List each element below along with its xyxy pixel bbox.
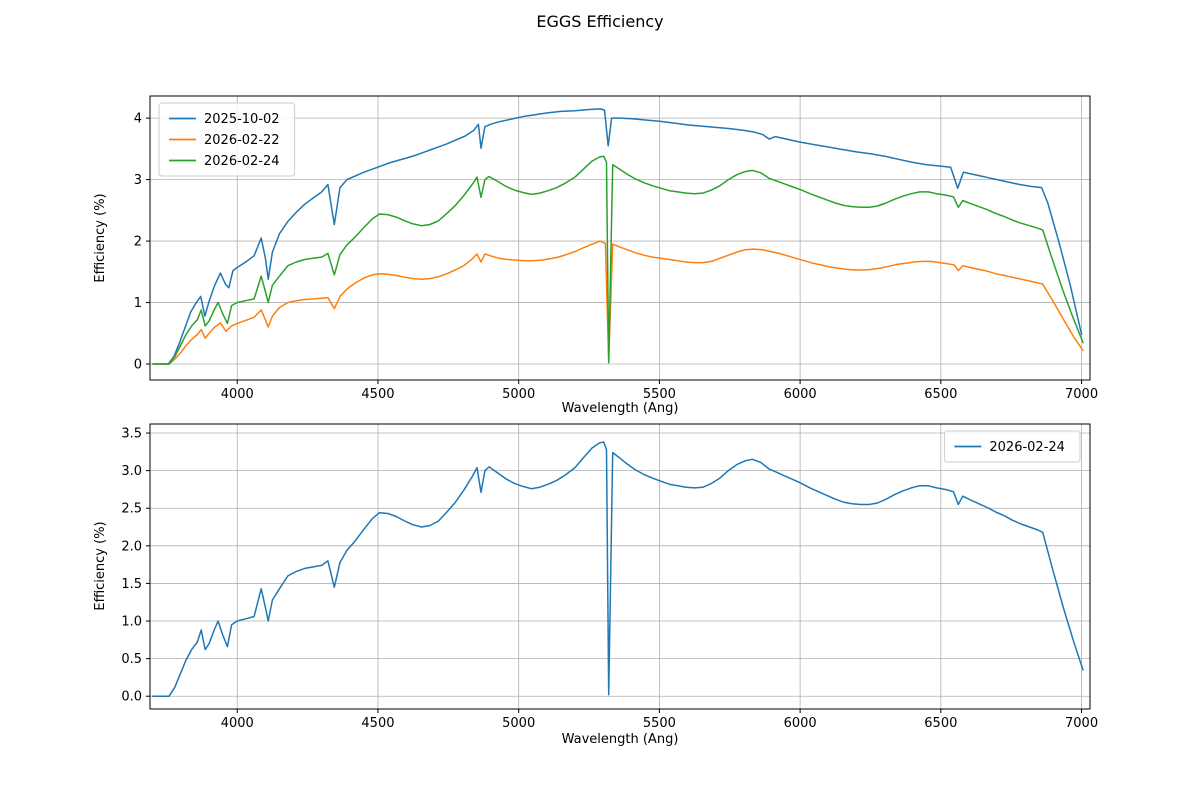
legend: [943, 430, 1081, 463]
y-tick-label: 1.5: [121, 577, 142, 592]
x-tick-label: 5000: [502, 716, 535, 731]
bottom-yaxis-label: Efficiency (%): [93, 521, 108, 611]
y-tick-label: 0: [134, 358, 142, 373]
x-tick-label: 5500: [643, 387, 676, 402]
top-xaxis-label: Wavelength (Ang): [561, 401, 679, 416]
y-tick-label: 1.0: [121, 615, 142, 630]
chart-canvas: 4000 4500 5000 5500 6000 6500 7000 0.0 0.5 1.0 1.5…: [121, 423, 1098, 731]
series-line-2026-02-22: [152, 240, 1084, 365]
legend-label: 2026-02-24: [204, 154, 280, 169]
legend-label: 2026-02-24: [989, 440, 1065, 455]
series-line-2026-02-24: [152, 155, 1084, 365]
top-yaxis-label: Efficiency (%): [93, 193, 108, 283]
series-line-2025-10-02: [152, 108, 1083, 365]
x-tick-label: 4500: [361, 716, 394, 731]
y-tick-label: 2: [134, 235, 142, 250]
legend-label: 2025-10-02: [204, 112, 280, 127]
x-tick-label: 7000: [1065, 387, 1098, 402]
x-tick-label: 5500: [643, 716, 676, 731]
y-tick-label: 3: [134, 173, 142, 188]
figure-title: EGGS Efficiency: [536, 12, 664, 31]
y-tick-label: 0.0: [121, 690, 142, 705]
x-tick-label: 7000: [1065, 716, 1098, 731]
x-tick-label: 6000: [784, 716, 817, 731]
x-tick-label: 6500: [924, 716, 957, 731]
plot-border: [149, 423, 1091, 710]
series-line-2026-02-24: [152, 441, 1084, 697]
x-tick-label: 5000: [502, 387, 535, 402]
x-tick-label: 4000: [221, 716, 254, 731]
x-tick-label: 6500: [924, 387, 957, 402]
bottom-plot-area: 4000 4500 5000 5500 6000 6500 7000 0.0 0.5 1.0 1.5…: [121, 423, 1098, 731]
chart-canvas: 4000 4500 5000 5500 6000 6500 7000 0 1 2 3 4 2025-10…: [134, 95, 1098, 402]
x-tick-label: 6000: [784, 387, 817, 402]
y-tick-label: 3.5: [121, 427, 142, 442]
y-tick-label: 1: [134, 296, 142, 311]
y-tick-label: 4: [134, 112, 142, 127]
bottom-xaxis-label: Wavelength (Ang): [561, 732, 679, 747]
x-tick-label: 4000: [221, 387, 254, 402]
y-tick-label: 2.0: [121, 539, 142, 554]
legend-label: 2026-02-22: [204, 133, 280, 148]
top-plot-area: 4000 4500 5000 5500 6000 6500 7000 0 1 2 3 4 2025-10…: [134, 95, 1098, 402]
y-tick-label: 2.5: [121, 502, 142, 517]
x-tick-label: 4500: [361, 387, 394, 402]
y-tick-label: 3.0: [121, 464, 142, 479]
plot-border: [149, 95, 1091, 381]
y-tick-label: 0.5: [121, 652, 142, 667]
legend: [158, 102, 296, 177]
